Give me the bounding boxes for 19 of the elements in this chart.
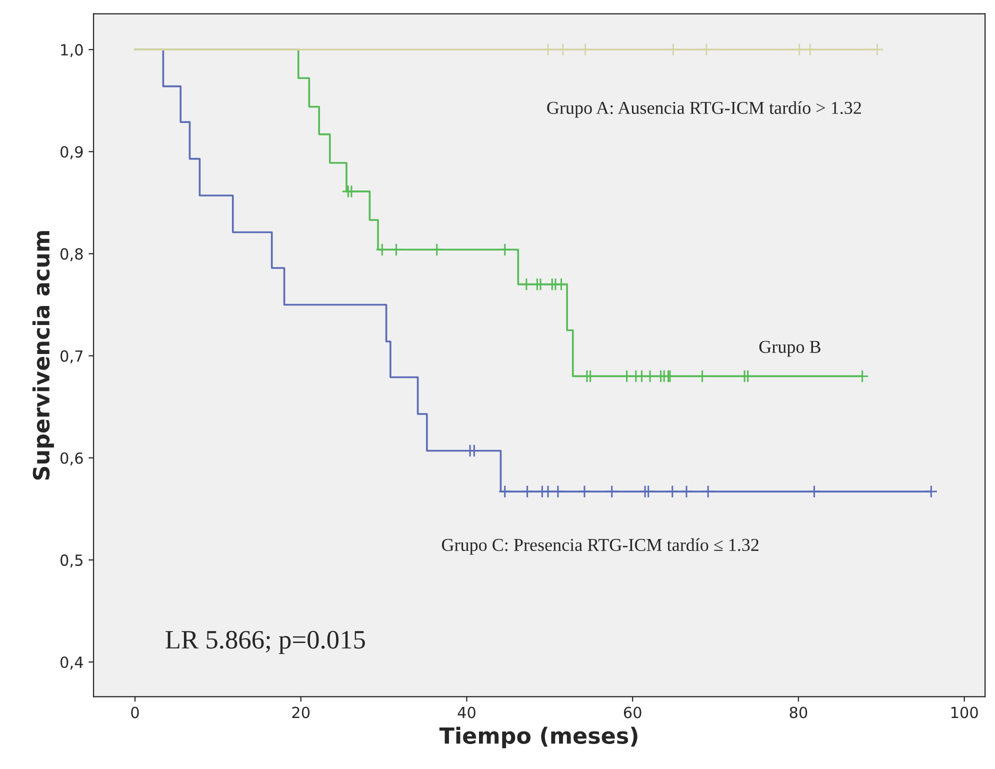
y-axis-title: Supervivencia acum (32, 231, 54, 480)
x-tick-label: 100 (951, 706, 978, 718)
annotation: Grupo B (759, 340, 820, 357)
annotation: Grupo A: Ausencia RTG-ICM tardío > 1.32 (547, 101, 861, 118)
x-tick-label: 20 (292, 706, 310, 718)
y-tick-label: 0,7 (60, 350, 83, 364)
x-tick-label: 40 (458, 706, 476, 718)
y-tick-label: 0,5 (60, 554, 82, 568)
y-tick-label: 0,6 (60, 452, 83, 466)
x-tick-label: 60 (624, 706, 642, 718)
y-tick-label: 0,4 (60, 656, 83, 670)
annotation: Grupo C: Presencia RTG-ICM tardío ≤ 1.32 (442, 538, 758, 555)
y-tick-label: 0,8 (60, 248, 83, 262)
x-axis-title: Tiempo (meses) (439, 726, 638, 748)
annotation: LR 5.866; p=0.015 (166, 630, 365, 654)
x-tick-label: 80 (790, 706, 808, 718)
x-tick-label: 0 (131, 706, 139, 718)
y-tick-label: 0,9 (60, 146, 83, 160)
y-tick-label: 1,0 (61, 44, 83, 58)
